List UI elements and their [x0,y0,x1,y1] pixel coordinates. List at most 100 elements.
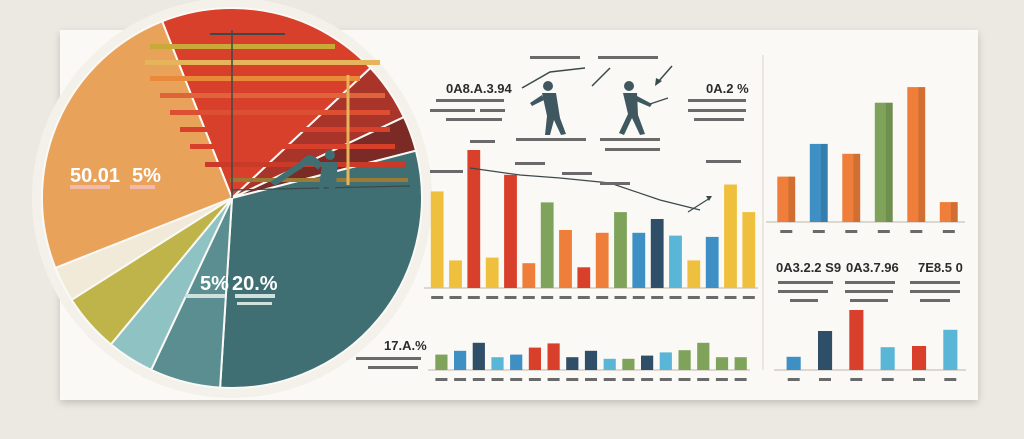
stripe [190,144,395,149]
bar-shade [820,143,828,222]
tick-label [522,296,535,299]
pie-slice [219,149,423,389]
tick-label [566,378,579,381]
bar [849,310,864,370]
people-scene [469,55,764,370]
stripe [145,60,380,65]
pie-slice [40,20,234,270]
stripe [170,110,390,115]
callout-left: 0A8.A.3.94 [446,81,513,96]
tick-label [504,296,517,299]
tick-label [787,378,800,381]
tick-label [577,296,590,299]
tick-label [585,378,597,381]
trend-line [649,97,669,105]
bar [912,346,927,370]
bar [467,150,481,288]
bar [522,263,536,288]
tick-label [944,378,957,381]
chart-caption [515,162,545,165]
callout-left-caption [480,109,505,112]
chart-caption [706,160,741,163]
bar [632,232,646,288]
bar [510,354,523,370]
tick-label [845,230,858,233]
tick-label [881,378,894,381]
bar [566,357,579,370]
pie-sub-label-e [237,302,272,305]
bar [943,329,958,370]
bar [449,260,462,288]
pie-sub-label-d [235,294,275,298]
chart-caption [430,170,463,173]
tick-label [780,230,793,233]
bar [650,219,664,288]
stripe [150,76,360,81]
bar [504,174,517,288]
tick-label [687,296,700,299]
tick-label [819,378,831,381]
bar-chart-bottom-right [774,310,966,381]
tick-label [547,378,560,381]
tick-label [528,378,541,381]
bar [786,356,801,370]
callout-right-caption [694,118,744,121]
bar [678,350,691,370]
stripe [230,178,408,182]
bar [724,184,737,288]
tick-label [486,296,499,299]
pie-sub-label-c [185,294,225,298]
bar [485,257,499,288]
pie-sub-label-b [130,185,155,189]
arrow-up-icon [687,196,712,213]
callout-right: 0A.2 % [706,81,749,96]
bar [641,355,654,370]
chart-caption [470,140,495,143]
right-value-3: 7E8.5 0 [918,260,963,275]
tick-label [431,296,444,299]
bar [430,191,444,288]
tick-label [913,378,925,381]
bar [577,267,591,288]
tick-label [641,378,654,381]
tick-label [632,296,645,299]
bar [697,342,710,370]
bar-shade [853,153,861,222]
bar [528,347,541,370]
bar [818,331,833,370]
trend-line [591,67,611,87]
bar [939,202,958,222]
tick-label [942,230,955,233]
bar [777,176,796,222]
arrow-down-icon [655,65,673,86]
scene-caption [516,138,586,141]
bar [907,87,926,222]
pie-value-a: 50.01 [70,165,120,187]
bar [715,357,729,370]
chart-caption [562,172,592,175]
tick-label [706,296,719,299]
bar [491,357,504,370]
pie-value-b: 5% [132,165,161,187]
pie-value-d: 20.% [232,273,278,295]
callout-right-caption [688,99,746,102]
scene-caption [530,56,580,59]
tick-label [734,378,747,381]
bar [584,350,598,370]
bar [547,343,560,370]
pie-value-c: 5% [200,273,229,295]
tick-label [651,296,664,299]
person-walking-icon [530,81,566,135]
scene-caption [598,56,658,59]
callout-left-caption [446,118,502,121]
tick-label [472,378,485,381]
scene-caption [605,148,660,151]
tick-label [877,230,890,233]
bar [603,358,616,370]
stripe [160,93,385,98]
tick-label [659,378,672,381]
trend-line [521,67,586,89]
bar [454,350,467,370]
bar [472,342,485,370]
